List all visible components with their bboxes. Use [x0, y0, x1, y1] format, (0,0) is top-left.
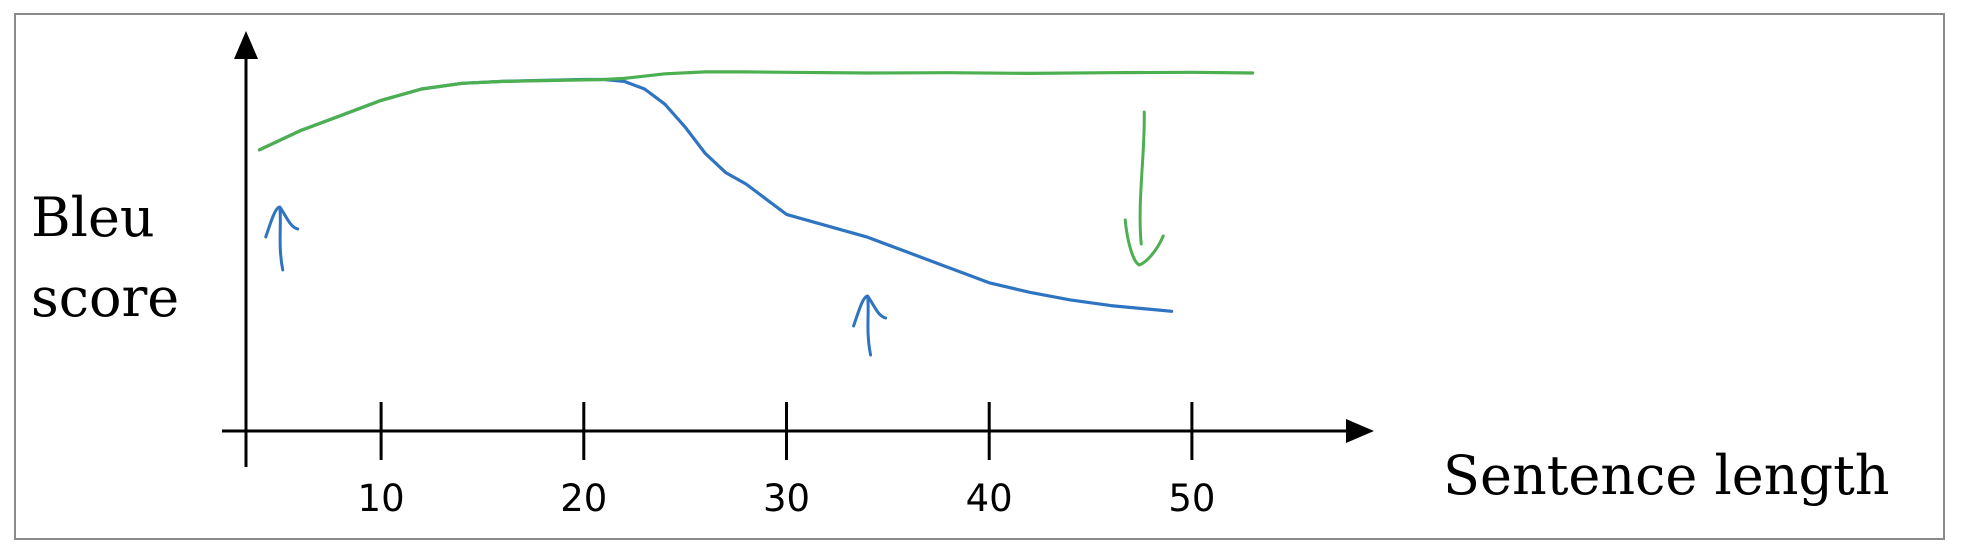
y-axis-label: Bleu score	[31, 178, 179, 338]
x-tick-label: 20	[560, 477, 607, 520]
y-axis-label-line-2: score	[31, 266, 180, 329]
arrow-up-annotation	[264, 205, 300, 272]
series-group	[257, 70, 1255, 313]
x-tick-label: 40	[966, 477, 1013, 520]
x-ticks: 10 20 30 40 50	[358, 402, 1215, 520]
x-tick-label: 50	[1168, 477, 1215, 520]
series-line-2	[257, 70, 1255, 152]
annotation-group	[264, 110, 1165, 357]
x-tick-label: 10	[358, 477, 405, 520]
y-axis-arrowhead	[234, 31, 258, 59]
series-line-1	[257, 77, 1174, 313]
arrow-up-annotation	[852, 294, 888, 357]
y-axis-label-line-1: Bleu	[31, 186, 155, 249]
chart-frame	[14, 13, 1945, 540]
arrow-down-annotation	[1123, 110, 1165, 267]
x-axis-arrowhead	[1346, 419, 1374, 443]
x-tick-label: 30	[763, 477, 810, 520]
x-axis-label: Sentence length	[1443, 444, 1890, 507]
